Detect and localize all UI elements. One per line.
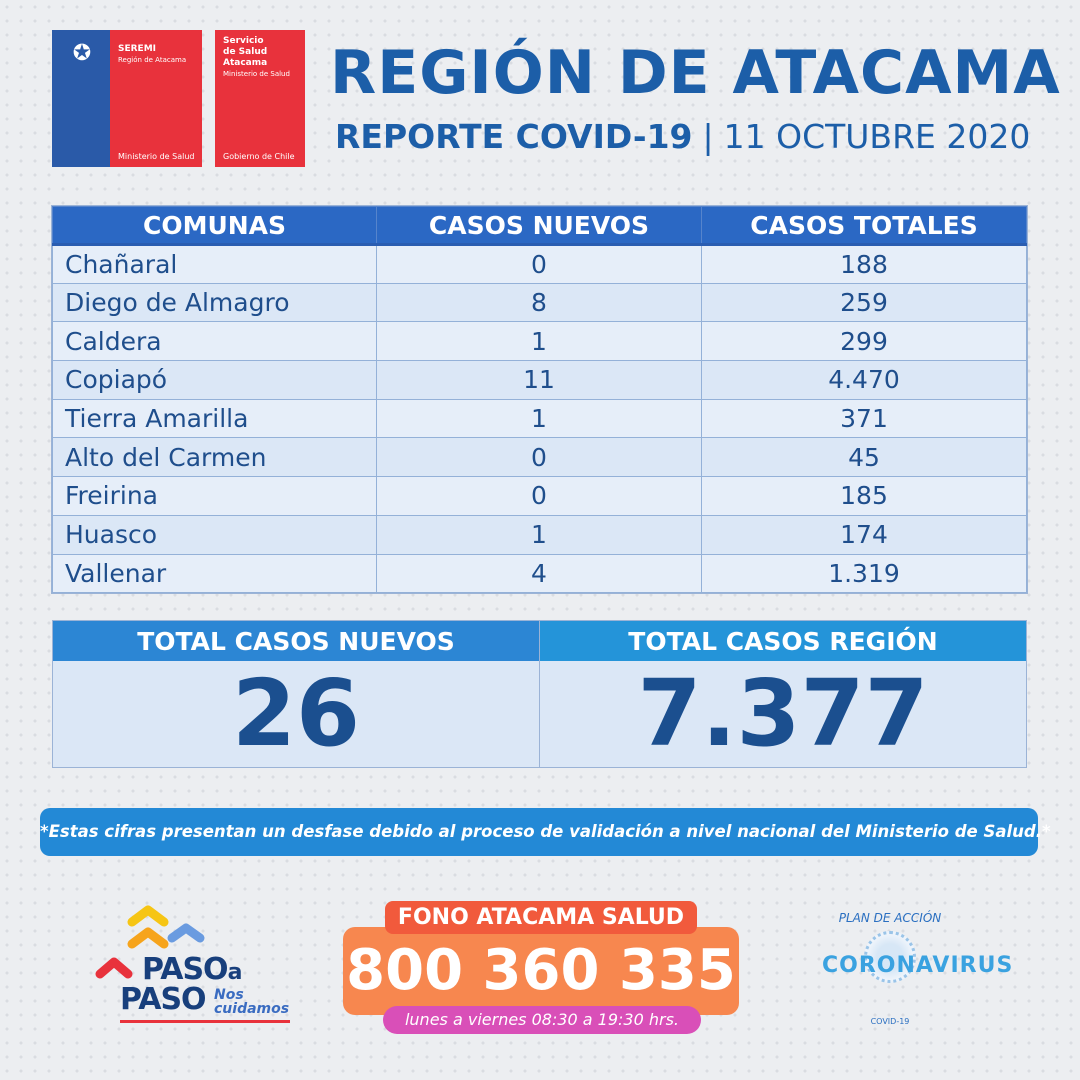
casos-totales-cell: 299 [701,321,1027,362]
casos-nuevos-cell: 11 [376,360,702,400]
col-header-comunas: COMUNAS [52,206,377,246]
report-date: 11 OCTUBRE 2020 [723,117,1031,156]
paso-chevrons-icon [95,905,205,979]
casos-nuevos-cell: 1 [376,514,702,555]
servicio-salud-logo: Servicio de Salud Atacama Ministerio de … [215,30,305,167]
table-row: Vallenar 4 1.319 [52,553,1027,594]
casos-nuevos-cell: 1 [376,321,702,362]
paso-a: a [227,960,243,985]
casos-totales-cell: 371 [701,398,1027,439]
totals-panel: TOTAL CASOS NUEVOS 26 TOTAL CASOS REGIÓN… [52,620,1027,768]
comuna-cell: Diego de Almagro [52,282,377,323]
seremi-region: Región de Atacama [118,56,187,64]
comuna-cell: Caldera [52,321,377,362]
servicio-ministerio: Ministerio de Salud [223,70,290,78]
comuna-cell: Chañaral [52,244,377,284]
casos-nuevos-cell: 0 [376,437,702,478]
comuna-cell: Huasco [52,514,377,555]
casos-nuevos-cell: 1 [376,398,702,439]
table-row: Tierra Amarilla 1 371 [52,398,1027,439]
page-subtitle: REPORTE COVID-19 | 11 OCTUBRE 2020 [335,117,1035,156]
seremi-bottom: Ministerio de Salud [118,152,195,161]
table-row: Copiapó 11 4.470 [52,360,1027,400]
servicio-bottom: Gobierno de Chile [223,152,295,161]
col-header-casos-nuevos: CASOS NUEVOS [376,206,702,246]
table-row: Freirina 0 185 [52,476,1027,516]
plan-word: CORONAVIRUS [822,953,1014,978]
total-region-label: TOTAL CASOS REGIÓN [540,621,1026,661]
total-region-cell: TOTAL CASOS REGIÓN 7.377 [539,621,1026,767]
casos-totales-cell: 45 [701,437,1027,478]
col-header-casos-totales: CASOS TOTALES [701,206,1027,246]
casos-nuevos-cell: 0 [376,476,702,516]
paso-nos: Nos [214,987,244,1003]
paso-word-2: PASO [120,982,207,1017]
servicio-line2: de Salud [223,47,268,57]
table-row: Diego de Almagro 8 259 [52,282,1027,323]
casos-totales-cell: 1.319 [701,553,1027,594]
casos-totales-cell: 188 [701,244,1027,284]
casos-totales-cell: 4.470 [701,360,1027,400]
table-row: Caldera 1 299 [52,321,1027,362]
total-nuevos-cell: TOTAL CASOS NUEVOS 26 [53,621,539,767]
paso-cuidamos: cuidamos [214,1001,290,1017]
plan-coronavirus-badge: PLAN DE ACCIÓN CORONAVIRUS COVID-19 [820,905,1014,1035]
coat-of-arms-icon: ✪ [72,40,92,66]
comuna-cell: Tierra Amarilla [52,398,377,439]
comuna-cell: Alto del Carmen [52,437,377,478]
casos-nuevos-cell: 4 [376,553,702,594]
casos-totales-cell: 259 [701,282,1027,323]
comuna-cell: Freirina [52,476,377,516]
seremi-label: SEREMI [118,44,157,54]
fono-hours: lunes a viernes 08:30 a 19:30 hrs. [383,1006,701,1034]
virus-icon [864,931,916,983]
table-header-row: COMUNAS CASOS NUEVOS CASOS TOTALES [52,206,1027,246]
fono-number: 800 360 335 [343,927,739,1015]
table-row: Alto del Carmen 0 45 [52,437,1027,478]
plan-top-text: PLAN DE ACCIÓN [838,911,942,925]
disclaimer-banner: *Estas cifras presentan un desfase debid… [40,808,1051,856]
casos-nuevos-cell: 0 [376,244,702,284]
paso-a-paso-logo: PASOa PASO Nos cuidamos [92,900,302,1030]
cases-table: COMUNAS CASOS NUEVOS CASOS TOTALES Chaña… [52,206,1027,594]
casos-nuevos-cell: 8 [376,282,702,323]
seremi-logo: ✪ SEREMI Región de Atacama Ministerio de… [52,30,202,167]
logo-blue-band: ✪ [52,30,110,167]
total-region-value: 7.377 [637,660,929,767]
casos-totales-cell: 174 [701,514,1027,555]
casos-totales-cell: 185 [701,476,1027,516]
paso-underline [120,1020,290,1023]
servicio-line1: Servicio [223,36,264,46]
paso-word-1: PASO [142,952,229,987]
total-nuevos-value: 26 [231,660,361,767]
fono-label: FONO ATACAMA SALUD [385,901,697,934]
subtitle-separator: | [702,117,714,156]
page-title: REGIÓN DE ATACAMA [330,38,1061,108]
plan-covid-text: COVID-19 [870,1017,910,1026]
table-row: Chañaral 0 188 [52,244,1027,284]
table-row: Huasco 1 174 [52,514,1027,555]
comuna-cell: Vallenar [52,553,377,594]
total-nuevos-label: TOTAL CASOS NUEVOS [53,621,539,661]
report-label: REPORTE COVID-19 [335,117,693,156]
comuna-cell: Copiapó [52,360,377,400]
servicio-line3: Atacama [223,58,268,68]
